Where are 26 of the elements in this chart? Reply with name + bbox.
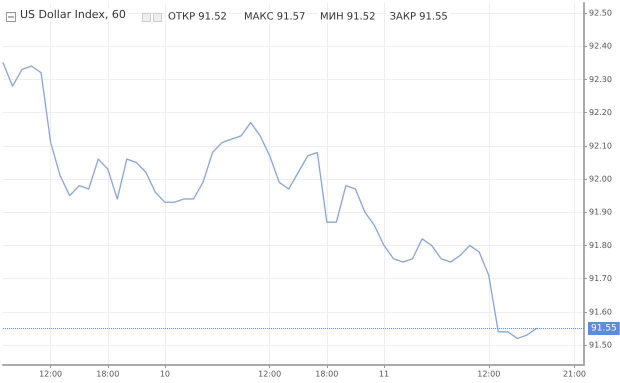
annotation: МАКС 91.57: [244, 12, 306, 22]
x-tick-label: 12:00: [477, 370, 500, 378]
y-tick-label: 92.10: [589, 141, 612, 150]
x-tick-label: 18:00: [315, 370, 338, 378]
x-tick-label: 11: [378, 370, 390, 378]
x-tick-label: 12:00: [258, 370, 282, 378]
line-series: [2, 62, 538, 340]
x-tick-label: 18:00: [96, 370, 120, 378]
y-tick-label: 91.80: [589, 240, 612, 250]
y-tick-label: 91.70: [589, 274, 612, 284]
y-tick-label: 92.00: [589, 174, 612, 184]
annotation: ОТКР 91.52: [168, 12, 227, 22]
annotation: ЗАКР 91.55: [390, 12, 448, 22]
y-tick-label: 91.50: [589, 340, 612, 350]
y-tick-label: 91.90: [589, 208, 612, 217]
x-tick-label: 10: [160, 370, 170, 378]
x-tick-label: 12:00: [39, 370, 62, 378]
x-tick-label: 21:00: [562, 370, 586, 378]
y-tick-label: 92.50: [589, 8, 612, 18]
y-tick-label: 92.40: [589, 42, 612, 51]
text: US Dollar Index, 60: [20, 8, 126, 21]
y-tick-label: 92.20: [589, 108, 612, 118]
annotation: МИН 91.52: [320, 12, 376, 22]
ref-line-label: 91.55: [591, 323, 617, 334]
y-tick-label: 92.30: [589, 74, 612, 84]
y-tick-label: 91.60: [589, 307, 612, 316]
